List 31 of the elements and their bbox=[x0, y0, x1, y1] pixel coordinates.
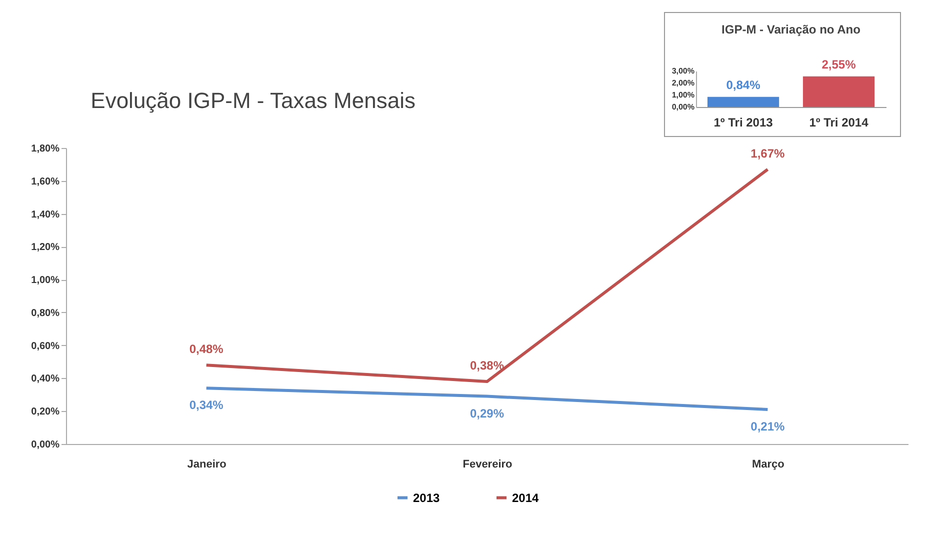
y-tick-label: 1,20% bbox=[31, 242, 60, 254]
data-label: 0,48% bbox=[189, 342, 224, 356]
data-label: 0,29% bbox=[470, 406, 504, 420]
y-tick-label: 1,00% bbox=[31, 275, 60, 286]
chart-title: IGP-M - Variação no Ano bbox=[722, 22, 860, 36]
y-tick-label: 0,00% bbox=[31, 440, 60, 450]
x-tick-label: 1º Tri 2014 bbox=[809, 116, 869, 130]
data-label: 0,38% bbox=[470, 358, 504, 373]
y-tick-label: 2,00% bbox=[672, 78, 694, 88]
legend-label: 2014 bbox=[512, 490, 540, 505]
data-label: 0,34% bbox=[189, 398, 224, 412]
y-tick-label: 0,00% bbox=[672, 102, 694, 112]
legend-label: 2013 bbox=[413, 490, 440, 505]
data-label: 2,55% bbox=[822, 57, 856, 72]
chart-title: Evolução IGP-M - Taxas Mensais bbox=[90, 88, 416, 113]
y-tick-label: 0,40% bbox=[31, 374, 60, 385]
x-tick-label: Fevereiro bbox=[462, 458, 513, 470]
y-tick-label: 0,60% bbox=[31, 340, 60, 352]
y-tick-label: 1,40% bbox=[31, 209, 60, 220]
y-tick-label: 1,80% bbox=[31, 144, 60, 154]
x-tick-label: Março bbox=[752, 458, 785, 470]
data-label: 0,21% bbox=[750, 419, 786, 434]
y-tick-label: 0,80% bbox=[31, 308, 60, 319]
y-tick-label: 1,60% bbox=[31, 176, 60, 188]
y-tick-label: 1,00% bbox=[672, 90, 694, 100]
y-tick-label: 3,00% bbox=[672, 66, 694, 76]
y-tick-label: 0,20% bbox=[31, 406, 60, 418]
data-label: 0,84% bbox=[726, 78, 761, 92]
x-tick-label: Janeiro bbox=[187, 458, 227, 470]
x-tick-label: 1º Tri 2013 bbox=[714, 116, 774, 130]
data-label: 1,67% bbox=[750, 146, 786, 160]
